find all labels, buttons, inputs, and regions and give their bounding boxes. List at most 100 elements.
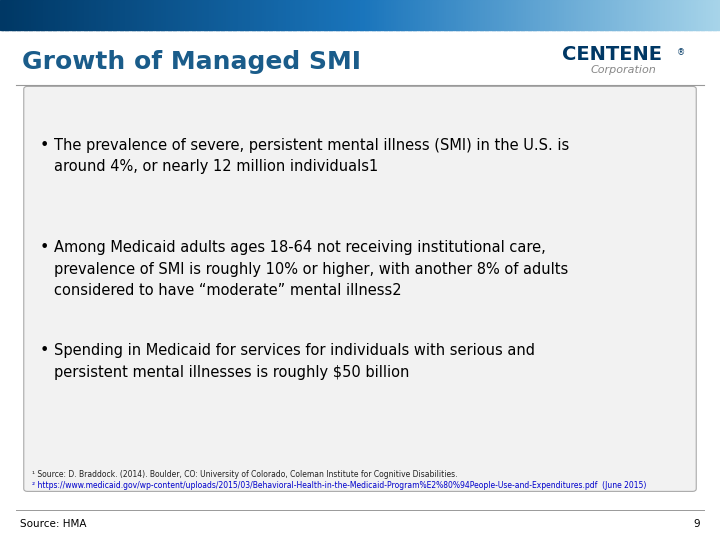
Bar <box>617 0 620 30</box>
Bar <box>185 0 188 30</box>
Bar <box>547 0 550 30</box>
Bar <box>58 0 60 30</box>
Bar <box>590 0 593 30</box>
Bar <box>171 0 174 30</box>
Bar <box>588 0 591 30</box>
Bar <box>113 0 116 30</box>
Bar <box>207 0 210 30</box>
Bar <box>449 0 452 30</box>
Bar <box>77 0 80 30</box>
Bar <box>557 0 560 30</box>
Bar <box>252 0 255 30</box>
Text: ®: ® <box>677 49 685 58</box>
Bar <box>660 0 663 30</box>
Bar <box>689 0 692 30</box>
Bar <box>619 0 622 30</box>
Bar <box>125 0 128 30</box>
Bar <box>259 0 262 30</box>
Bar <box>281 0 284 30</box>
Bar <box>405 0 409 30</box>
Bar <box>9 0 13 30</box>
Bar <box>415 0 418 30</box>
Bar <box>279 0 282 30</box>
Bar <box>485 0 488 30</box>
Bar <box>379 0 382 30</box>
Bar <box>540 0 543 30</box>
Bar <box>696 0 699 30</box>
Bar <box>423 0 426 30</box>
Bar <box>254 0 258 30</box>
Bar <box>691 0 694 30</box>
Bar <box>396 0 399 30</box>
Bar <box>235 0 238 30</box>
Bar <box>718 0 720 30</box>
Bar <box>535 0 539 30</box>
Bar <box>475 0 478 30</box>
Bar <box>233 0 236 30</box>
Bar <box>194 0 197 30</box>
Bar <box>117 0 121 30</box>
Bar <box>408 0 411 30</box>
Bar <box>533 0 536 30</box>
Bar <box>324 0 327 30</box>
Bar <box>333 0 337 30</box>
Bar <box>348 0 351 30</box>
Bar <box>542 0 546 30</box>
Bar <box>341 0 344 30</box>
Bar <box>189 0 193 30</box>
Bar <box>490 0 492 30</box>
Bar <box>163 0 166 30</box>
Bar <box>513 0 517 30</box>
Bar <box>146 0 150 30</box>
Bar <box>562 0 564 30</box>
Bar <box>319 0 323 30</box>
Bar <box>269 0 272 30</box>
Bar <box>7 0 10 30</box>
Bar <box>600 0 603 30</box>
Text: Spending in Medicaid for services for individuals with serious and
persistent me: Spending in Medicaid for services for in… <box>54 343 535 380</box>
Bar <box>648 0 651 30</box>
Bar <box>531 0 534 30</box>
Bar <box>302 0 305 30</box>
Bar <box>468 0 471 30</box>
Bar <box>641 0 644 30</box>
Bar <box>295 0 298 30</box>
Bar <box>96 0 99 30</box>
Bar <box>518 0 521 30</box>
Bar <box>45 0 49 30</box>
Bar <box>70 0 73 30</box>
Bar <box>564 0 567 30</box>
Bar <box>336 0 339 30</box>
Bar <box>127 0 130 30</box>
Bar <box>631 0 634 30</box>
Bar <box>240 0 243 30</box>
Bar <box>211 0 215 30</box>
Bar <box>626 0 629 30</box>
Bar <box>686 0 690 30</box>
Bar <box>454 0 456 30</box>
Bar <box>91 0 94 30</box>
Bar <box>665 0 668 30</box>
Bar <box>466 0 469 30</box>
Bar <box>432 0 435 30</box>
Bar <box>401 0 404 30</box>
Text: Growth of Managed SMI: Growth of Managed SMI <box>22 50 361 74</box>
Bar <box>19 0 22 30</box>
Bar <box>365 0 368 30</box>
Bar <box>679 0 683 30</box>
Text: •: • <box>40 343 49 358</box>
Bar <box>199 0 202 30</box>
Bar <box>144 0 147 30</box>
Bar <box>708 0 711 30</box>
Bar <box>209 0 212 30</box>
Bar <box>351 0 354 30</box>
Bar <box>17 0 20 30</box>
Bar <box>300 0 303 30</box>
Bar <box>261 0 265 30</box>
Text: The prevalence of severe, persistent mental illness (SMI) in the U.S. is
around : The prevalence of severe, persistent men… <box>54 138 570 174</box>
Bar <box>310 0 312 30</box>
Bar <box>441 0 445 30</box>
Bar <box>655 0 658 30</box>
Bar <box>139 0 143 30</box>
Bar <box>461 0 464 30</box>
